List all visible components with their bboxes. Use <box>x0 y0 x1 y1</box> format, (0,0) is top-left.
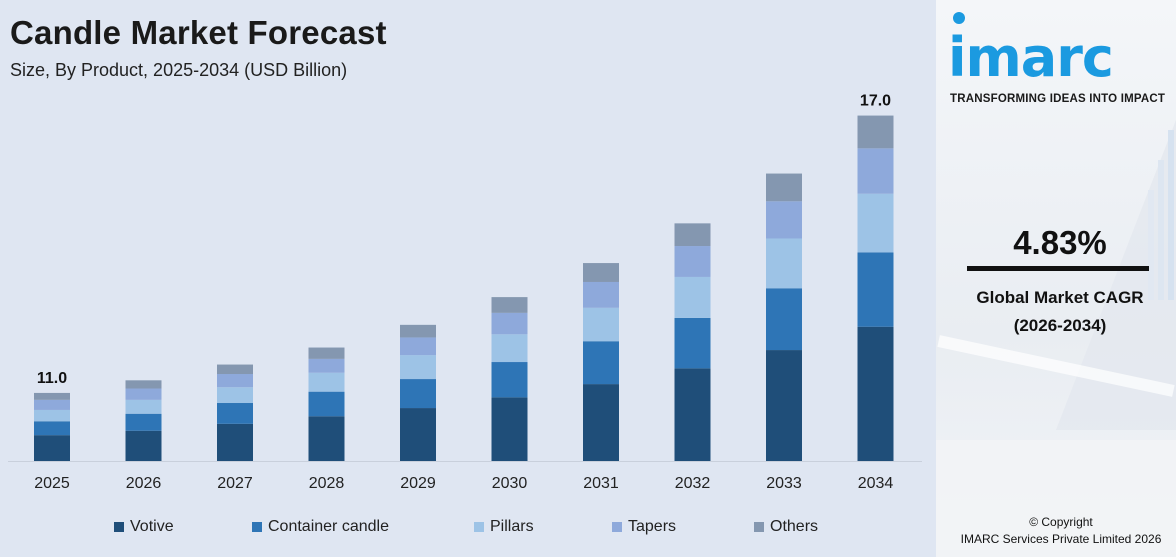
copyright-line1: © Copyright <box>1029 515 1093 529</box>
bar-segment-votive-2026 <box>125 430 162 461</box>
bar-segment-votive-2025 <box>34 435 70 461</box>
chart-panel: Candle Market Forecast Size, By Product,… <box>0 0 936 557</box>
bar-segment-pillars-2034 <box>857 193 894 253</box>
bar-segment-others-2029 <box>400 324 436 338</box>
legend-label: Tapers <box>628 518 677 535</box>
bar-segment-tapers-2025 <box>34 399 70 410</box>
data-label-2034: 17.0 <box>860 93 891 110</box>
x-tick-label-2033: 2033 <box>766 475 802 492</box>
bar-segment-container-candle-2028 <box>308 391 345 417</box>
copyright: © Copyright IMARC Services Private Limit… <box>936 514 1176 548</box>
bar-segment-others-2033 <box>766 173 802 202</box>
bar-segment-votive-2028 <box>308 416 345 461</box>
x-tick-label-2030: 2030 <box>492 475 528 492</box>
bar-segment-tapers-2030 <box>491 312 528 335</box>
bar-segment-votive-2031 <box>583 384 619 461</box>
bar-segment-pillars-2028 <box>308 372 345 392</box>
background-decoration <box>936 120 1176 550</box>
legend-item-votive: Votive <box>114 518 174 536</box>
bar-segment-container-candle-2031 <box>583 341 619 385</box>
bar-segment-pillars-2029 <box>400 355 436 380</box>
bar-segment-votive-2027 <box>217 423 253 461</box>
bar-segment-tapers-2031 <box>583 281 619 308</box>
cagr-divider <box>967 266 1149 271</box>
bar-segment-others-2026 <box>125 380 162 389</box>
bar-segment-others-2032 <box>674 223 711 247</box>
legend-label: Others <box>770 518 819 535</box>
info-panel: imarc <box>936 0 1176 557</box>
x-tick-label-2026: 2026 <box>126 475 162 492</box>
bar-segment-others-2034 <box>857 115 894 149</box>
bar-segment-container-candle-2025 <box>34 421 70 436</box>
bar-segment-votive-2033 <box>766 350 802 461</box>
chart-subtitle: Size, By Product, 2025-2034 (USD Billion… <box>10 60 348 80</box>
bar-segment-container-candle-2034 <box>857 252 894 327</box>
legend-label: Pillars <box>490 518 534 535</box>
data-label-2025: 11.0 <box>37 370 67 387</box>
bar-segment-tapers-2027 <box>217 374 253 388</box>
imarc-logo: imarc <box>948 10 1174 90</box>
legend-label: Votive <box>130 518 174 535</box>
bar-segment-others-2028 <box>308 347 345 359</box>
x-tick-label-2034: 2034 <box>858 475 894 492</box>
legend-item-pillars: Pillars <box>474 518 534 536</box>
legend-swatch <box>114 522 124 532</box>
legend-swatch <box>612 522 622 532</box>
bar-segment-pillars-2033 <box>766 238 802 289</box>
bar-segment-container-candle-2033 <box>766 288 802 351</box>
x-tick-label-2027: 2027 <box>217 475 253 492</box>
legend-item-container-candle: Container candle <box>252 518 389 536</box>
bar-segment-votive-2034 <box>857 326 894 461</box>
cagr-label-line2: (2026-2034) <box>1013 316 1107 335</box>
logo-text: imarc <box>948 26 1114 89</box>
legend-swatch <box>474 522 484 532</box>
bar-segment-pillars-2030 <box>491 334 528 363</box>
x-tick-label-2032: 2032 <box>675 475 711 492</box>
bar-segment-votive-2029 <box>400 408 436 461</box>
bar-segment-container-candle-2029 <box>400 379 436 409</box>
bar-segment-others-2031 <box>583 263 619 282</box>
bar-segment-tapers-2029 <box>400 337 436 356</box>
brand-tagline: TRANSFORMING IDEAS INTO IMPACT <box>950 93 1166 105</box>
bar-segment-votive-2032 <box>674 368 711 461</box>
bar-segment-pillars-2031 <box>583 307 619 342</box>
bar-segment-pillars-2027 <box>217 387 253 404</box>
bar-segment-others-2027 <box>217 364 253 375</box>
x-tick-label-2028: 2028 <box>309 475 345 492</box>
cagr-label: Global Market CAGR (2026-2034) <box>936 284 1176 340</box>
legend-swatch <box>754 522 764 532</box>
bar-segment-container-candle-2026 <box>125 413 162 431</box>
bar-segment-tapers-2032 <box>674 246 711 277</box>
bar-segment-tapers-2033 <box>766 201 802 239</box>
bar-segment-others-2030 <box>491 297 528 313</box>
chart-title: Candle Market Forecast <box>10 14 387 51</box>
bar-segment-pillars-2025 <box>34 409 70 422</box>
legend-item-others: Others <box>754 518 818 536</box>
bar-segment-tapers-2028 <box>308 358 345 373</box>
bar-segment-container-candle-2030 <box>491 362 528 398</box>
bar-segment-container-candle-2027 <box>217 403 253 424</box>
x-tick-label-2031: 2031 <box>583 475 619 492</box>
x-tick-label-2029: 2029 <box>400 475 436 492</box>
bar-segment-tapers-2026 <box>125 388 162 400</box>
bar-segment-tapers-2034 <box>857 148 894 194</box>
bar-segment-container-candle-2032 <box>674 317 711 369</box>
cagr-value: 4.83% <box>1013 224 1107 261</box>
bar-segment-votive-2030 <box>491 397 528 461</box>
cagr-label-line1: Global Market CAGR <box>976 288 1144 307</box>
chart-legend: Votive Container candle Pillars Tapers Other… <box>0 518 936 542</box>
x-tick-label-2025: 2025 <box>34 475 70 492</box>
bar-segment-pillars-2032 <box>674 276 711 318</box>
bar-segment-others-2025 <box>34 392 70 400</box>
legend-swatch <box>252 522 262 532</box>
legend-item-tapers: Tapers <box>612 518 676 536</box>
logo-dot <box>953 12 965 24</box>
copyright-line2: IMARC Services Private Limited 2026 <box>960 532 1162 546</box>
stacked-bar-chart: 2025 2026 2027 2028 2029 2030 2031 2032 2033 2034… <box>8 93 922 492</box>
bar-segment-pillars-2026 <box>125 399 162 414</box>
legend-label: Container candle <box>268 518 389 535</box>
